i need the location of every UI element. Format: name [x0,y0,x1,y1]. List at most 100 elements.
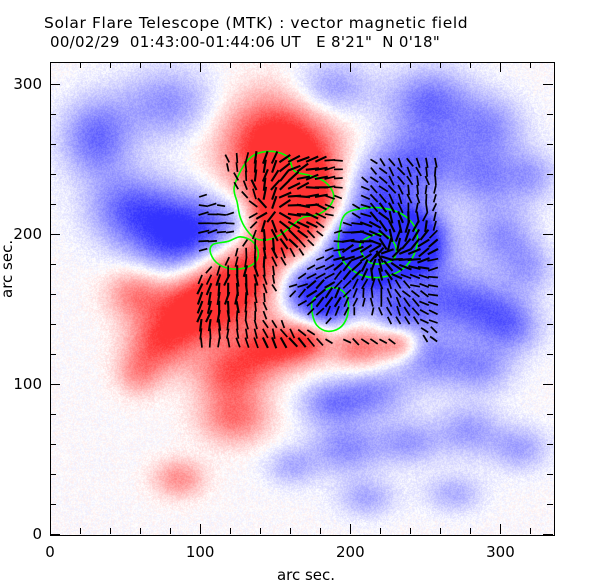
x-minor-tick-top [290,62,291,68]
field-vector [288,229,299,240]
field-vector [425,202,429,213]
field-vector [305,173,319,181]
field-vector [352,287,358,299]
y-minor-tick [50,444,56,445]
x-minor-tick-top [230,62,231,68]
y-major-tick [50,384,60,385]
field-vector [324,281,336,289]
field-vector [315,272,326,280]
field-vector [324,247,334,252]
field-vector [225,328,230,339]
field-vector [315,307,325,316]
field-vector [207,240,217,243]
field-vector [315,264,326,270]
field-vector [378,185,389,193]
field-vector [224,154,230,163]
field-vector [244,310,248,321]
x-minor-tick-top [110,62,111,68]
field-vector [253,151,258,164]
field-vector [428,309,438,316]
field-vector [297,272,307,280]
field-vector [404,316,411,325]
field-vector [198,211,209,216]
field-vector [369,184,378,194]
field-vector [377,258,384,272]
field-vector [387,202,396,214]
field-vector [296,203,311,209]
field-vector [272,265,276,276]
field-vector [425,157,429,168]
field-vector [289,290,297,298]
field-vector [198,318,203,332]
field-vector [315,296,325,308]
field-vector [306,298,317,307]
figure-subtitle: 00/02/29 01:43:00-01:44:06 UT E 8'21" N … [50,33,441,51]
field-vector [314,202,327,211]
field-vector [385,306,393,316]
field-vector [298,248,305,256]
field-vector [351,203,361,210]
x-minor-tick [440,528,441,534]
field-vector [359,253,373,263]
field-vector [288,283,298,288]
y-minor-tick [50,474,56,475]
y-minor-tick [50,414,56,415]
field-vector [315,212,327,219]
field-vector [359,221,373,228]
field-vector [216,221,227,225]
x-minor-tick-top [530,62,531,68]
field-vector [378,237,388,251]
field-vector [369,193,379,203]
field-vector [297,328,307,337]
field-vector [262,159,267,173]
contour-group [209,150,419,333]
field-vector [397,157,403,168]
field-vector [233,181,239,190]
field-vector [370,158,378,165]
field-vector [235,310,239,322]
field-vector [253,328,258,339]
plot-frame [50,62,555,536]
field-vector [351,222,363,226]
field-vector [234,247,239,257]
field-vector [216,265,221,276]
field-vector [378,167,388,175]
field-vector [360,194,371,200]
field-vector [341,255,356,262]
x-minor-tick [140,528,141,534]
x-axis-label: arc sec. [276,566,336,584]
field-vector [296,213,311,216]
field-vector [342,338,352,344]
field-vector [244,328,249,339]
field-vector [244,319,249,330]
field-vector [199,328,203,340]
field-vector [278,220,291,231]
field-vector [352,278,359,290]
field-vector [397,184,404,195]
x-minor-tick-top [170,62,171,68]
field-vector [343,296,350,308]
field-vector [433,166,437,177]
field-vector [359,230,373,237]
field-vector [314,155,327,163]
field-vector [388,338,396,345]
field-vector [287,164,301,172]
y-minor-tick-right [547,204,553,205]
field-vector [415,193,421,204]
field-vector [315,256,325,261]
field-vector [289,328,296,339]
field-vector [352,337,360,346]
field-vector [263,292,266,303]
field-vector [198,247,208,252]
field-vector [271,195,278,209]
field-vector [235,282,239,296]
field-vector [410,284,421,288]
x-minor-tick [530,528,531,534]
contour-negative-outer [337,206,419,279]
y-minor-tick [50,324,56,325]
field-vector [369,338,379,345]
x-minor-tick-top [440,62,441,68]
field-vector [278,191,292,199]
field-vector [324,159,336,162]
